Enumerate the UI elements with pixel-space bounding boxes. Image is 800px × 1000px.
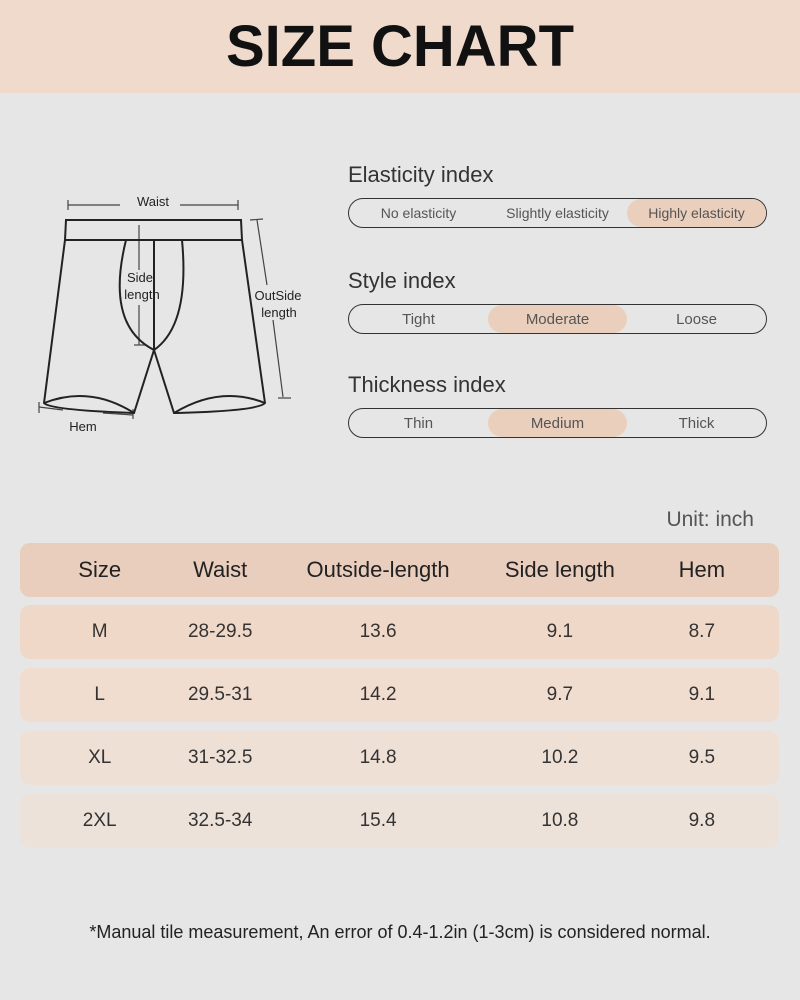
cell-side-length: 10.2: [541, 747, 579, 768]
side-length-label: Side: [127, 270, 153, 285]
table-row: L 29.5-31 14.2 9.7 9.1: [20, 668, 779, 722]
elasticity-index: Elasticity index No elasticity Slightly …: [348, 162, 767, 228]
cell-side-length: 9.7: [546, 684, 574, 705]
style-scale: Tight Moderate Loose: [348, 304, 767, 334]
table-header: Size Waist Outside-length Side length He…: [20, 543, 779, 597]
cell-outside-length: 14.8: [359, 747, 397, 768]
option-no-elasticity: No elasticity: [380, 205, 457, 221]
style-index-title: Style index: [348, 268, 456, 293]
option-slightly-elasticity: Slightly elasticity: [506, 205, 609, 221]
table-row: M 28-29.5 13.6 9.1 8.7: [20, 605, 779, 659]
style-index: Style index Tight Moderate Loose: [348, 268, 767, 334]
cell-outside-length: 15.4: [359, 810, 397, 831]
header-outside-length: Outside-length: [306, 557, 450, 582]
header-banner: SIZE CHART: [0, 0, 800, 93]
cell-hem: 9.5: [688, 747, 716, 768]
table-row: XL 31-32.5 14.8 10.2 9.5: [20, 731, 779, 785]
cell-hem: 8.7: [688, 621, 716, 642]
elasticity-scale: No elasticity Slightly elasticity Highly…: [348, 198, 767, 228]
page-title: SIZE CHART: [226, 14, 574, 79]
cell-outside-length: 14.2: [359, 684, 397, 705]
header-side-length: Side length: [504, 557, 615, 582]
option-medium: Medium: [488, 409, 627, 437]
side-length-label-2: length: [124, 287, 159, 302]
thickness-index-title: Thickness index: [348, 372, 506, 397]
header-waist: Waist: [193, 557, 248, 582]
cell-size: XL: [88, 747, 112, 768]
cell-waist: 28-29.5: [187, 621, 253, 642]
cell-outside-length: 13.6: [359, 621, 397, 642]
option-thin: Thin: [403, 414, 434, 432]
option-thick: Thick: [678, 414, 715, 432]
unit-label: Unit: inch: [666, 508, 754, 531]
header-size: Size: [78, 557, 122, 582]
header-hem: Hem: [678, 557, 726, 582]
outside-length-label-2: length: [261, 305, 296, 320]
waist-label: Waist: [137, 194, 169, 209]
cell-side-length: 10.8: [541, 810, 579, 831]
option-loose: Loose: [676, 310, 717, 328]
elasticity-index-title: Elasticity index: [348, 162, 494, 187]
option-tight: Tight: [402, 310, 435, 328]
hem-label: Hem: [69, 419, 96, 434]
shorts-diagram: Waist Side length OutSide length Hem: [38, 194, 302, 434]
cell-waist: 29.5-31: [187, 684, 253, 705]
cell-size: M: [91, 621, 108, 642]
cell-size: L: [94, 684, 105, 705]
measurement-note: *Manual tile measurement, An error of 0.…: [89, 922, 711, 942]
table-row: 2XL 32.5-34 15.4 10.8 9.8: [20, 794, 779, 848]
option-moderate: Moderate: [488, 305, 627, 333]
thickness-index: Thickness index Thin Medium Thick: [348, 372, 767, 438]
cell-hem: 9.8: [688, 810, 716, 831]
option-highly-elasticity: Highly elasticity: [627, 199, 766, 227]
cell-side-length: 9.1: [546, 621, 574, 642]
cell-waist: 32.5-34: [187, 810, 253, 831]
cell-waist: 31-32.5: [187, 747, 253, 768]
cell-size: 2XL: [82, 810, 117, 831]
outside-length-label: OutSide: [255, 288, 302, 303]
cell-hem: 9.1: [688, 684, 716, 705]
thickness-scale: Thin Medium Thick: [348, 408, 767, 438]
